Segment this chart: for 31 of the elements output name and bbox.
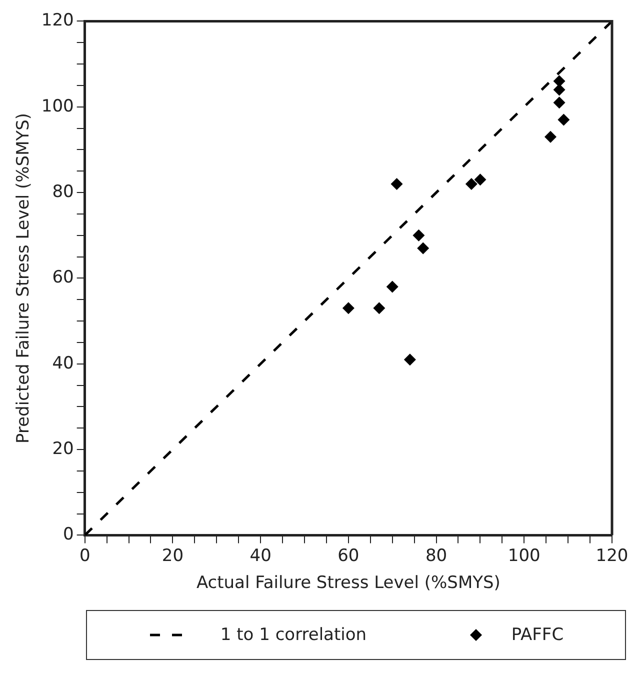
point [553,84,566,96]
point [412,229,425,242]
x-tick-label: 100 [508,546,540,566]
point [558,114,570,126]
y-tick-label: 100 [41,96,74,116]
x-tick-label: 80 [425,546,448,566]
legend-label: 1 to 1 correlation [220,625,367,645]
x-tick-label: 20 [162,546,184,566]
point [417,242,430,254]
x-tick-label: 40 [250,546,272,566]
x-tick-label: 120 [596,546,628,566]
x-tick-label: 0 [79,546,90,566]
point [465,178,478,190]
point [342,302,354,314]
point [544,130,556,143]
point [404,354,416,366]
y-axis-title: Predicted Failure Stress Level (%SMYS) [14,112,34,444]
y-tick-label: 60 [52,268,74,288]
point [386,280,398,293]
point [390,178,403,190]
point [553,96,566,109]
legend-label: PAFFC [511,625,564,645]
point [474,174,486,186]
y-tick-label: 40 [52,353,74,374]
point [373,302,386,314]
y-tick-label: 20 [52,438,74,459]
y-tick-label: 120 [41,10,74,31]
y-tick-label: 80 [52,182,74,202]
y-tick-label: 0 [63,524,74,545]
x-axis-title: Actual Failure Stress Level (%SMYS) [196,573,500,594]
x-tick-label: 60 [338,546,360,566]
